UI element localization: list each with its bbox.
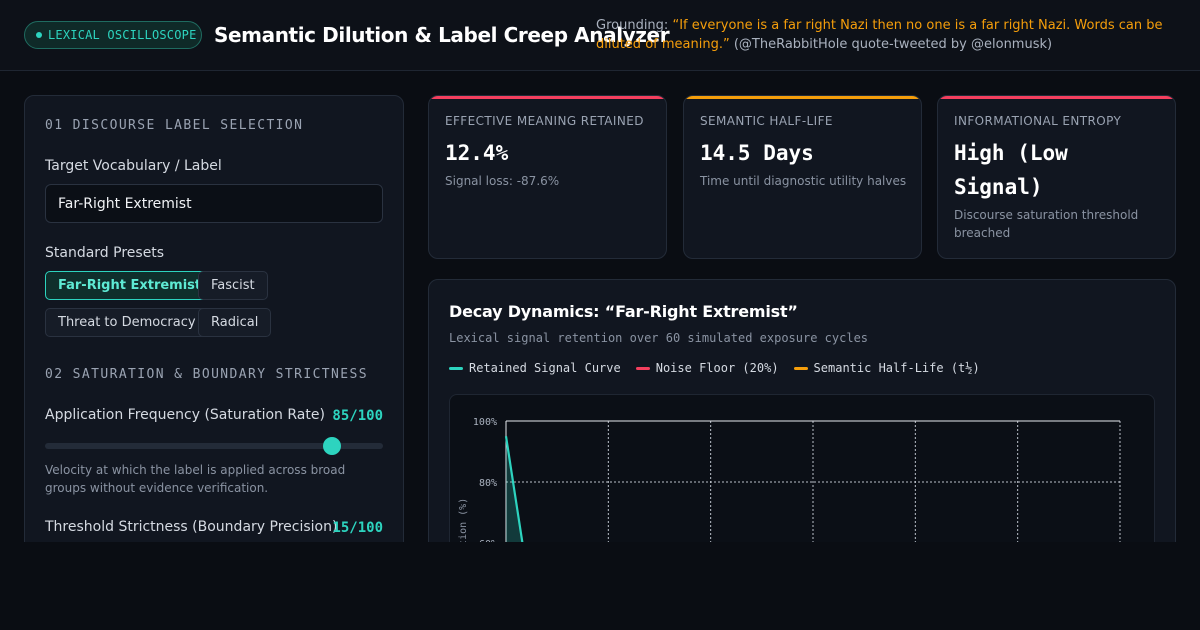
metric-card-meaning-retained: EFFECTIVE MEANING RETAINED 12.4% Signal … xyxy=(428,95,667,259)
frequency-readout: 85/100 xyxy=(332,408,383,424)
frequency-help-text: Velocity at which the label is applied a… xyxy=(45,463,346,495)
chart-legend: Retained Signal Curve Noise Floor (20%) … xyxy=(449,361,995,375)
decay-chart-card: Decay Dynamics: “Far-Right Extremist” Le… xyxy=(428,279,1176,579)
control-panel: 01 DISCOURSE LABEL SELECTION Target Voca… xyxy=(24,95,404,555)
metric-subtext: Discourse saturation threshold breached xyxy=(954,208,1139,240)
app-header: LEXICAL OSCILLOSCOPE Semantic Dilution &… xyxy=(0,0,1200,71)
metric-card-half-life: SEMANTIC HALF-LIFE 14.5 Days Time until … xyxy=(683,95,922,259)
preset-threat-to-democracy[interactable]: Threat to Democracy xyxy=(45,308,209,337)
legend-label: Retained Signal Curve xyxy=(469,361,621,375)
metric-label: EFFECTIVE MEANING RETAINED xyxy=(445,114,644,128)
preset-radical[interactable]: Radical xyxy=(198,308,272,337)
legend-swatch xyxy=(793,366,808,370)
metric-subtext: Time until diagnostic utility halves xyxy=(700,174,907,188)
legend-item-signal: Retained Signal Curve xyxy=(449,361,621,375)
grounding-quote: Grounding: “If everyone is a far right N… xyxy=(596,16,1176,54)
metric-subtext: Signal loss: -87.6% xyxy=(445,174,560,188)
chart-subtitle: Lexical signal retention over 60 simulat… xyxy=(449,331,869,345)
frequency-label: Application Frequency (Saturation Rate) xyxy=(45,407,325,423)
section-title-label-selection: 01 DISCOURSE LABEL SELECTION xyxy=(45,118,304,133)
status-dot-icon xyxy=(36,32,42,38)
metric-value: High (Low Signal) xyxy=(954,141,1068,199)
viewport-cutoff xyxy=(0,542,1200,630)
strictness-readout: 15/100 xyxy=(332,520,383,536)
app-badge: LEXICAL OSCILLOSCOPE xyxy=(24,21,202,49)
legend-swatch xyxy=(635,366,650,370)
metric-value: 14.5 Days xyxy=(700,141,814,165)
y-axis-label: Retention (%) xyxy=(458,498,469,574)
legend-item-noise-floor: Noise Floor (20%) xyxy=(635,361,779,375)
y-tick-label: 100% xyxy=(473,417,497,428)
preset-far-right-extremist[interactable]: Far-Right Extremist xyxy=(45,271,215,300)
app-badge-label: LEXICAL OSCILLOSCOPE xyxy=(48,28,197,42)
chart-title: Decay Dynamics: “Far-Right Extremist” xyxy=(449,302,798,321)
legend-item-half-life: Semantic Half-Life (t½) xyxy=(793,361,980,375)
frequency-slider-handle[interactable] xyxy=(323,437,342,455)
legend-label: Noise Floor (20%) xyxy=(655,361,779,375)
card-accent-bar xyxy=(938,96,1175,99)
metric-card-entropy: INFORMATIONAL ENTROPY High (Low Signal) … xyxy=(937,95,1176,259)
page-title: Semantic Dilution & Label Creep Analyzer xyxy=(214,23,670,47)
strictness-label: Threshold Strictness (Boundary Precision… xyxy=(45,519,338,535)
preset-fascist[interactable]: Fascist xyxy=(198,271,268,300)
section-title-saturation: 02 SATURATION & BOUNDARY STRICTNESS xyxy=(45,367,368,382)
grounding-attribution: (@TheRabbitHole quote-tweeted by @elonmu… xyxy=(733,37,1053,52)
grounding-quote-text: “If everyone is a far right Nazi then no… xyxy=(596,18,1163,52)
y-tick-label: 80% xyxy=(479,478,497,489)
legend-swatch xyxy=(449,366,463,370)
grounding-label: Grounding: xyxy=(596,18,669,33)
frequency-slider[interactable] xyxy=(45,437,383,455)
target-label-caption: Target Vocabulary / Label xyxy=(45,158,222,174)
signal-curve-line xyxy=(504,436,525,550)
card-accent-bar xyxy=(684,96,921,99)
target-label-input[interactable] xyxy=(45,184,383,223)
metric-value: 12.4% xyxy=(445,141,509,165)
metric-label: SEMANTIC HALF-LIFE xyxy=(700,114,833,128)
presets-caption: Standard Presets xyxy=(45,245,165,261)
legend-label: Semantic Half-Life (t½) xyxy=(813,361,980,375)
metric-label: INFORMATIONAL ENTROPY xyxy=(954,114,1122,128)
card-accent-bar xyxy=(429,96,666,99)
